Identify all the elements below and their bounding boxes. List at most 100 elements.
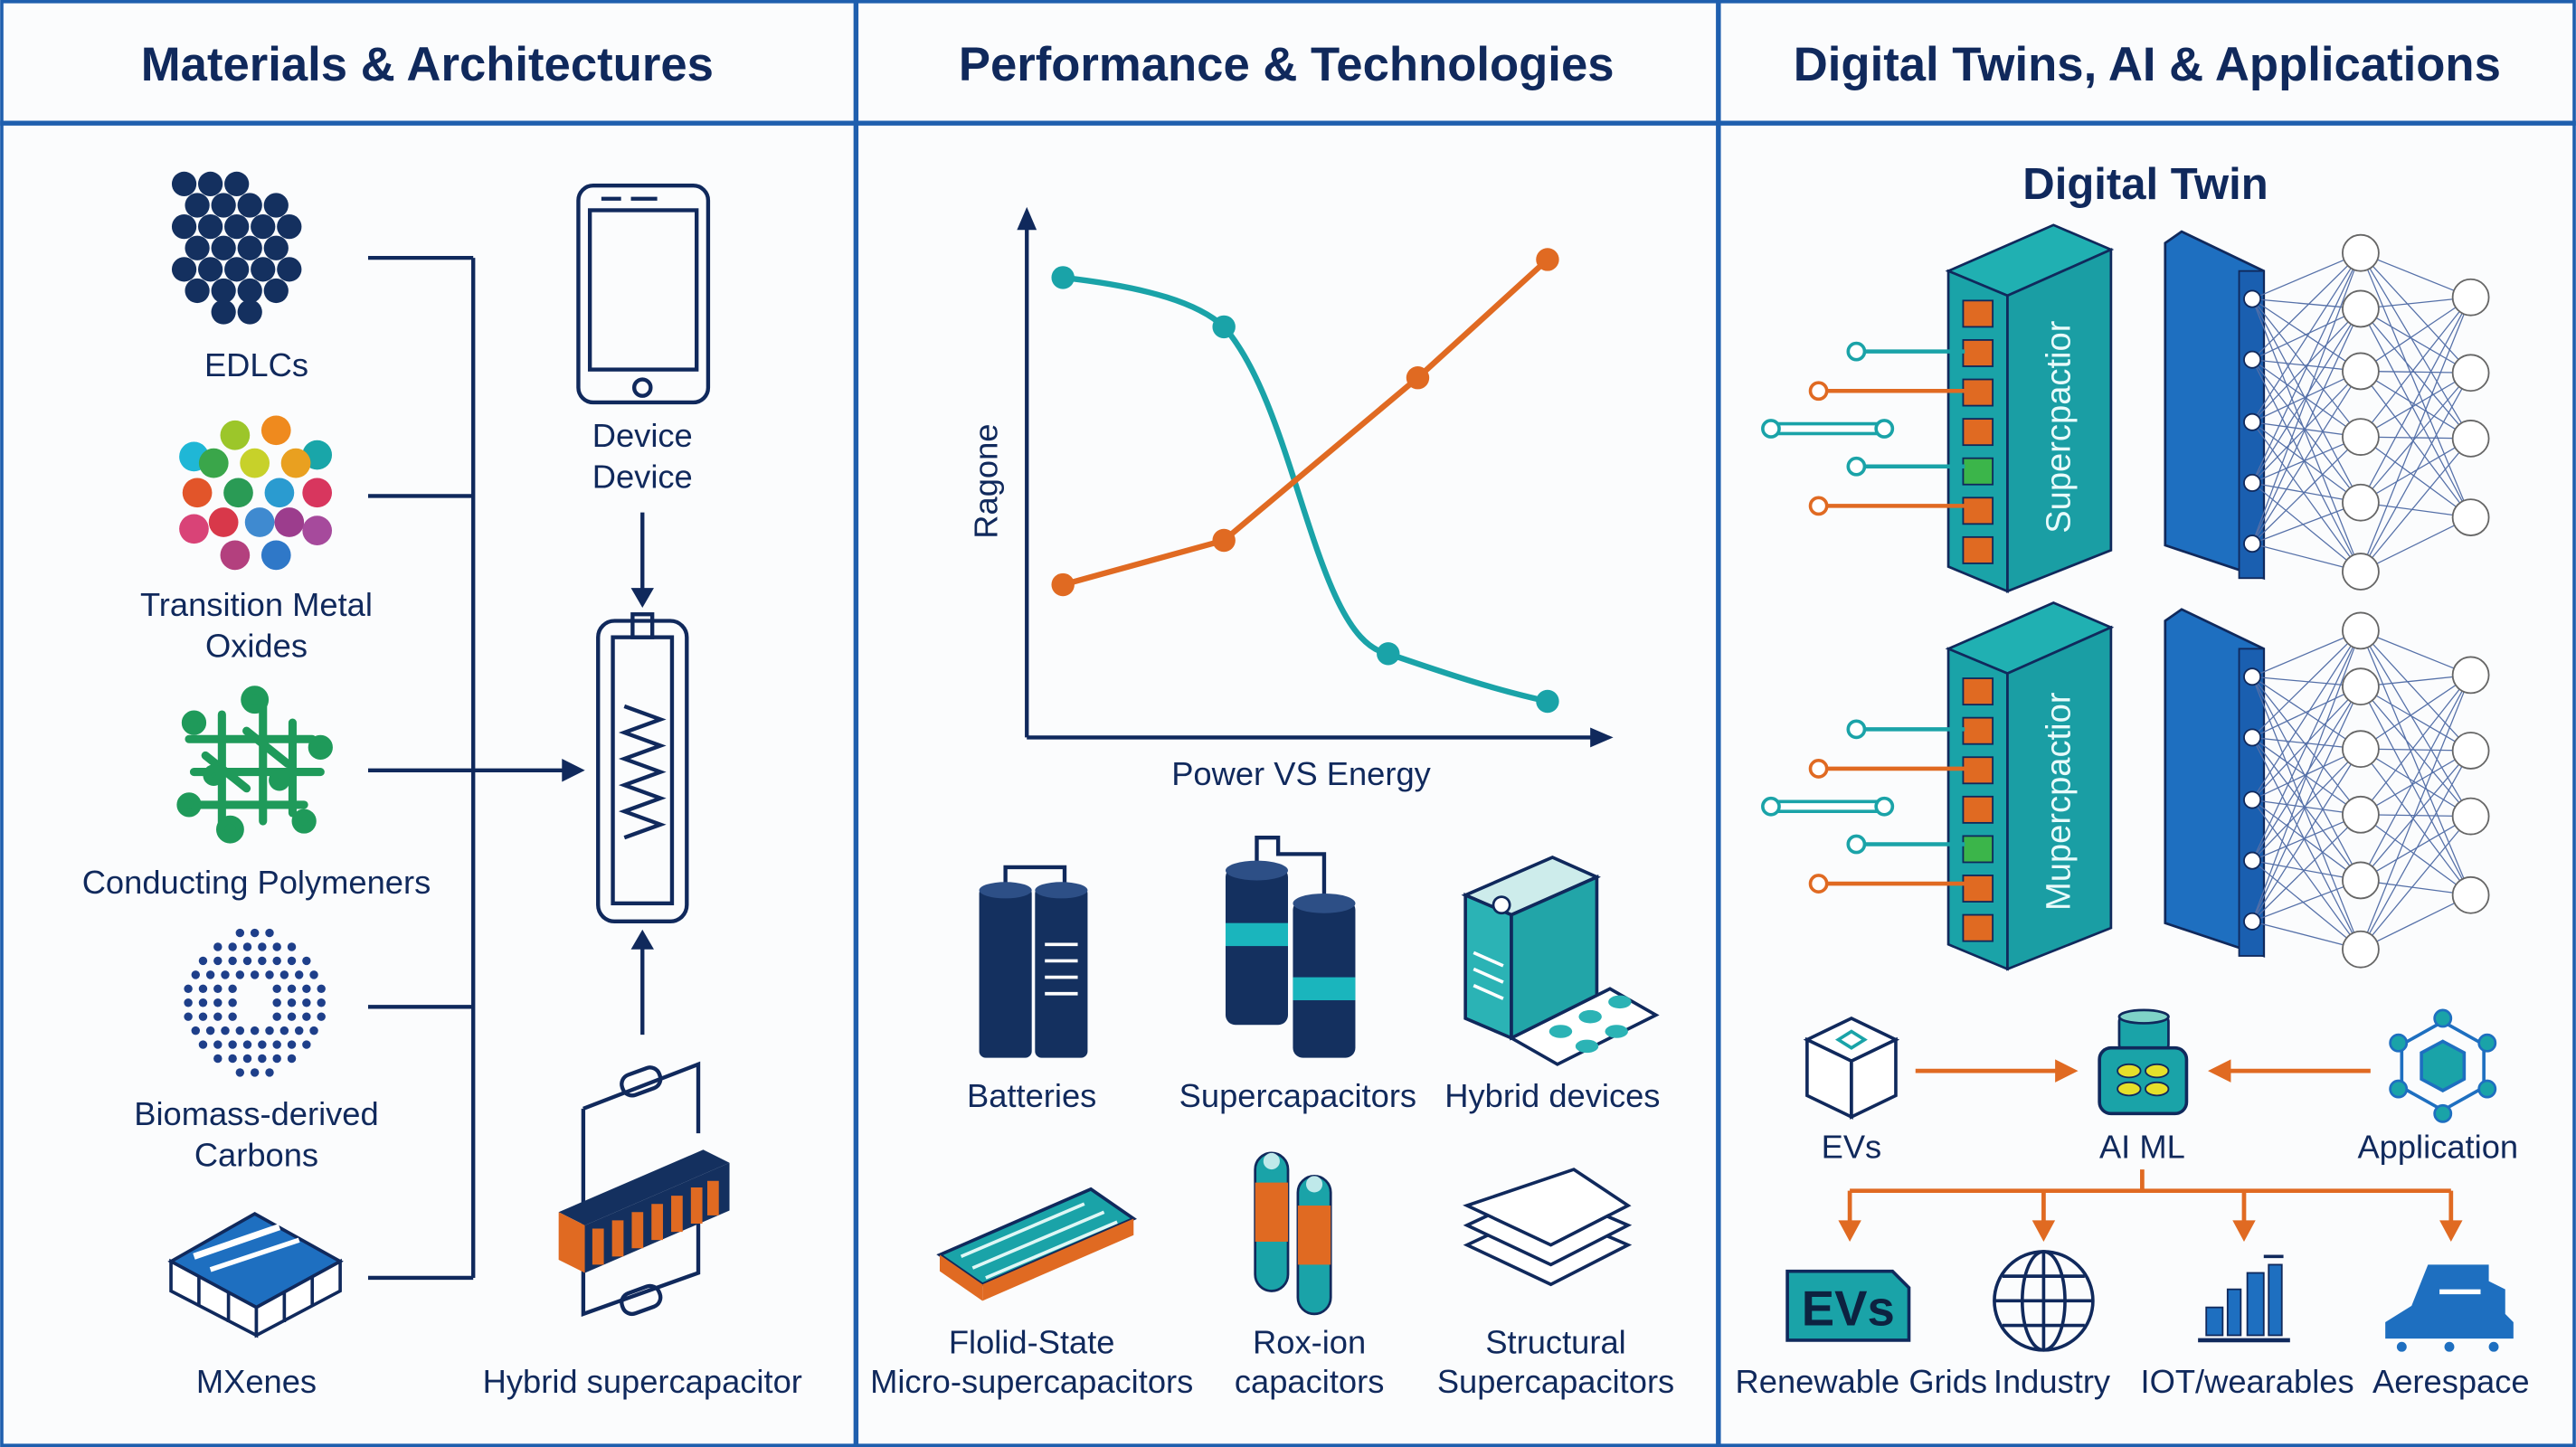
- dot: [191, 1026, 201, 1036]
- dot: [198, 984, 208, 994]
- dot: [198, 448, 229, 478]
- nn-edge: [2251, 737, 2362, 950]
- dot: [272, 942, 281, 951]
- dot: [171, 257, 197, 282]
- dot: [185, 193, 210, 218]
- dot: [294, 1026, 304, 1036]
- label-biomass-2: Carbons: [194, 1136, 318, 1173]
- capacitor-cell-icon: [596, 612, 689, 924]
- dot: [171, 171, 197, 197]
- nn-edge: [2251, 799, 2362, 881]
- dot: [244, 507, 275, 537]
- nn-edge: [2251, 676, 2362, 881]
- arrow-right-icon: [562, 759, 585, 782]
- nn-edge: [2360, 516, 2471, 572]
- nn-edge: [2360, 308, 2472, 518]
- dot: [287, 1054, 297, 1064]
- block-label-top: Supercpactior: [2039, 320, 2078, 534]
- dot: [213, 956, 223, 966]
- teal-points: [1051, 266, 1559, 714]
- arrow-right-icon: [2055, 1059, 2079, 1083]
- nn-edge: [2251, 630, 2362, 800]
- nn-edge: [2360, 816, 2472, 950]
- dot: [302, 956, 311, 966]
- port: [1962, 835, 1994, 864]
- edlc-dots-icon: [171, 171, 302, 325]
- nn-edge: [2251, 686, 2362, 861]
- nn-edge: [2360, 894, 2471, 950]
- dot: [221, 1026, 230, 1036]
- nn-edge: [2360, 750, 2471, 816]
- dot: [258, 942, 267, 951]
- nn-edge: [2360, 252, 2472, 518]
- dot: [211, 193, 236, 218]
- dot: [265, 928, 274, 938]
- nn-edge: [2251, 421, 2362, 572]
- nn-edge: [2360, 252, 2471, 298]
- tech-ion-2: capacitors: [1235, 1363, 1385, 1400]
- dot: [205, 1026, 215, 1036]
- nn-edge: [2360, 750, 2472, 881]
- nn-edge: [2360, 308, 2472, 440]
- dot: [250, 928, 260, 938]
- dot: [263, 235, 289, 260]
- dot: [317, 1012, 326, 1021]
- app-renewable-grids: Renewable Grids: [1736, 1363, 1988, 1400]
- nn-edge: [2360, 748, 2472, 896]
- dot: [265, 1026, 274, 1036]
- dot: [250, 1068, 260, 1077]
- dot: [220, 420, 251, 450]
- ev-cube-icon: [1803, 1016, 1900, 1120]
- nn-node: [2342, 730, 2380, 769]
- dot: [272, 1012, 281, 1021]
- dot: [211, 235, 236, 260]
- label-mxenes: MXenes: [196, 1363, 317, 1400]
- dot: [258, 1054, 267, 1064]
- dot: [184, 998, 193, 1007]
- dot: [235, 970, 245, 979]
- nn-edge: [2360, 630, 2472, 896]
- wire-terminal: [1846, 456, 1867, 477]
- nn-node: [2342, 233, 2380, 272]
- wire-terminal: [1846, 341, 1867, 362]
- nn-edge: [2251, 252, 2362, 423]
- dot: [198, 1040, 208, 1049]
- label-conducting-polymers: Conducting Polymeners: [82, 864, 431, 901]
- dot: [263, 193, 289, 218]
- label-tmo-1: Transition Metal: [140, 586, 373, 623]
- app-aerospace: Aerespace: [2372, 1363, 2530, 1400]
- nn-edge: [2251, 308, 2362, 544]
- dot: [223, 478, 253, 508]
- nn-edge: [2251, 307, 2362, 423]
- dot: [198, 171, 223, 197]
- arrow-down-icon: [630, 588, 654, 608]
- application-tree-arrows: [1838, 1169, 2463, 1242]
- port: [1962, 875, 1994, 903]
- dot: [213, 1012, 223, 1021]
- dot: [265, 1068, 274, 1077]
- port: [1962, 913, 1994, 942]
- dot: [242, 956, 252, 966]
- phone-device-icon: [576, 184, 711, 405]
- nn-edge: [2251, 686, 2362, 922]
- nn-node: [2243, 289, 2262, 308]
- port: [1962, 497, 1994, 525]
- chart-x-label: Power VS Energy: [1171, 755, 1431, 792]
- dot: [251, 214, 276, 240]
- nn-node: [2342, 289, 2380, 328]
- label-tmo-2: Oxides: [205, 627, 308, 664]
- dot: [302, 1012, 311, 1021]
- nn-edge: [2251, 298, 2362, 504]
- dot: [235, 1068, 245, 1077]
- dot: [309, 970, 318, 979]
- digital-twin-heading: Digital Twin: [2022, 160, 2268, 209]
- nn-node: [2243, 728, 2262, 747]
- dot: [294, 970, 304, 979]
- dot: [264, 478, 295, 508]
- evs-badge-icon: EVs: [1785, 1269, 1911, 1342]
- nn-edge: [2360, 438, 2472, 572]
- wire-terminal: [1874, 419, 1895, 439]
- dot: [260, 415, 291, 446]
- dot: [228, 942, 237, 951]
- nn-edge: [2360, 307, 2471, 374]
